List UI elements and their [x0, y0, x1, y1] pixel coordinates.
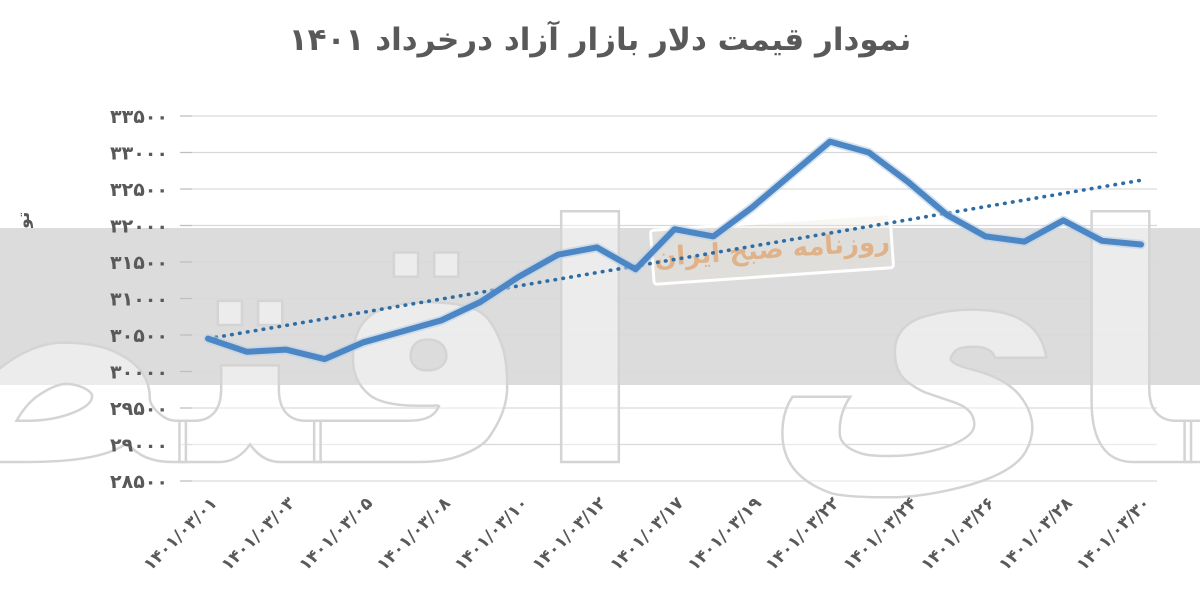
y-tick-label: ۳۳۵۰۰: [110, 106, 168, 128]
y-tick-label: ۳۱۵۰۰: [110, 252, 168, 274]
trend-line: [206, 178, 1143, 341]
chart-title: نمودار قیمت دلار بازار آزاد درخرداد ۱۴۰۱: [288, 22, 912, 58]
y-tick-label: ۳۲۵۰۰: [110, 179, 168, 201]
price-line: [205, 138, 1144, 363]
y-tick-label: ۳۰۰۰۰: [110, 362, 168, 384]
y-tick-label: ۳۲۰۰۰: [110, 216, 168, 238]
y-tick-label: ۲۹۵۰۰: [110, 398, 168, 420]
y-tick-label: ۳۱۰۰۰: [110, 289, 168, 311]
y-tick-label: ۳۳۰۰۰: [110, 143, 168, 165]
y-tick-label: ۲۹۰۰۰: [110, 435, 168, 457]
y-tick-label: ۳۰۵۰۰: [110, 325, 168, 347]
watermark-text: دنیای اقتصاد: [0, 156, 1200, 540]
y-tick-label: ۲۸۵۰۰: [110, 471, 168, 493]
